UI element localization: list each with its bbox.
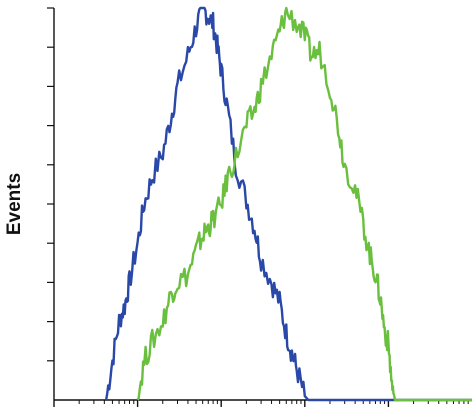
series-line-0 <box>104 6 472 402</box>
y-axis <box>47 7 55 400</box>
y-axis-ticks <box>47 7 54 362</box>
x-axis-ticks <box>53 400 469 407</box>
series-line-1 <box>136 6 472 402</box>
y-axis-label: Events <box>4 173 25 235</box>
series-layer <box>104 6 472 402</box>
